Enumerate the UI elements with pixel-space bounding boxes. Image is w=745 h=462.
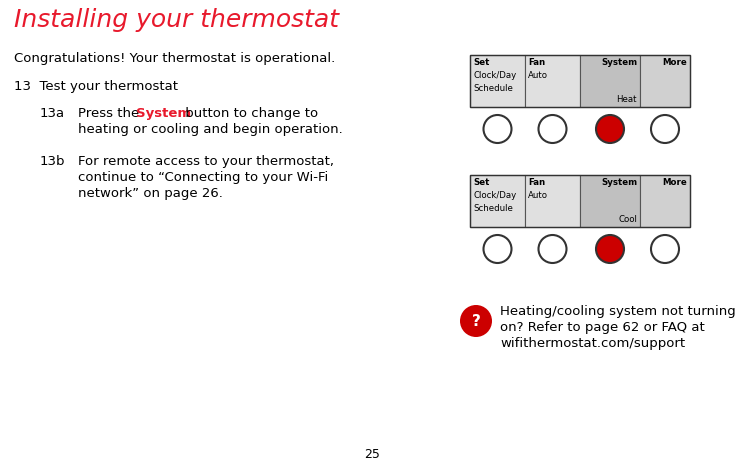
Text: Fan: Fan: [528, 58, 545, 67]
Bar: [580, 175, 640, 227]
Text: 13a: 13a: [40, 107, 65, 120]
Bar: [470, 55, 690, 107]
Text: System: System: [601, 58, 637, 67]
Text: Auto: Auto: [528, 191, 548, 200]
Text: ?: ?: [472, 314, 481, 328]
Text: Installing your thermostat: Installing your thermostat: [14, 8, 339, 32]
Bar: [580, 55, 640, 107]
Text: 13  Test your thermostat: 13 Test your thermostat: [14, 80, 178, 93]
Circle shape: [651, 115, 679, 143]
Text: System: System: [136, 107, 191, 120]
Text: Clock/Day: Clock/Day: [473, 191, 516, 200]
Text: Fan: Fan: [528, 178, 545, 187]
Circle shape: [539, 115, 566, 143]
Circle shape: [539, 235, 566, 263]
Text: button to change to: button to change to: [181, 107, 318, 120]
Text: Auto: Auto: [528, 71, 548, 80]
Text: Heating/cooling system not turning: Heating/cooling system not turning: [500, 305, 736, 318]
Text: continue to “Connecting to your Wi-Fi: continue to “Connecting to your Wi-Fi: [78, 171, 329, 184]
Circle shape: [460, 305, 492, 337]
Circle shape: [596, 235, 624, 263]
Bar: [640, 55, 690, 107]
Bar: [640, 175, 690, 227]
Circle shape: [484, 115, 512, 143]
Circle shape: [651, 235, 679, 263]
Text: Set: Set: [473, 58, 489, 67]
Bar: [525, 175, 580, 227]
Text: Cool: Cool: [618, 215, 637, 224]
Text: More: More: [662, 178, 687, 187]
Text: wifithermostat.com/support: wifithermostat.com/support: [500, 337, 685, 350]
Circle shape: [484, 235, 512, 263]
Text: Press the: Press the: [78, 107, 144, 120]
Bar: [470, 175, 525, 227]
Bar: [470, 175, 690, 227]
Bar: [525, 55, 580, 107]
Text: For remote access to your thermostat,: For remote access to your thermostat,: [78, 155, 334, 168]
Text: Clock/Day: Clock/Day: [473, 71, 516, 80]
Text: 13b: 13b: [40, 155, 66, 168]
Text: More: More: [662, 58, 687, 67]
Text: Schedule: Schedule: [473, 84, 513, 93]
Text: heating or cooling and begin operation.: heating or cooling and begin operation.: [78, 123, 343, 136]
Text: network” on page 26.: network” on page 26.: [78, 187, 223, 200]
Text: Set: Set: [473, 178, 489, 187]
Text: Heat: Heat: [617, 95, 637, 104]
Bar: [470, 55, 525, 107]
Circle shape: [596, 115, 624, 143]
Text: System: System: [601, 178, 637, 187]
Text: Congratulations! Your thermostat is operational.: Congratulations! Your thermostat is oper…: [14, 52, 335, 65]
Text: 25: 25: [364, 448, 380, 461]
Text: on? Refer to page 62 or FAQ at: on? Refer to page 62 or FAQ at: [500, 321, 705, 334]
Text: Schedule: Schedule: [473, 204, 513, 213]
